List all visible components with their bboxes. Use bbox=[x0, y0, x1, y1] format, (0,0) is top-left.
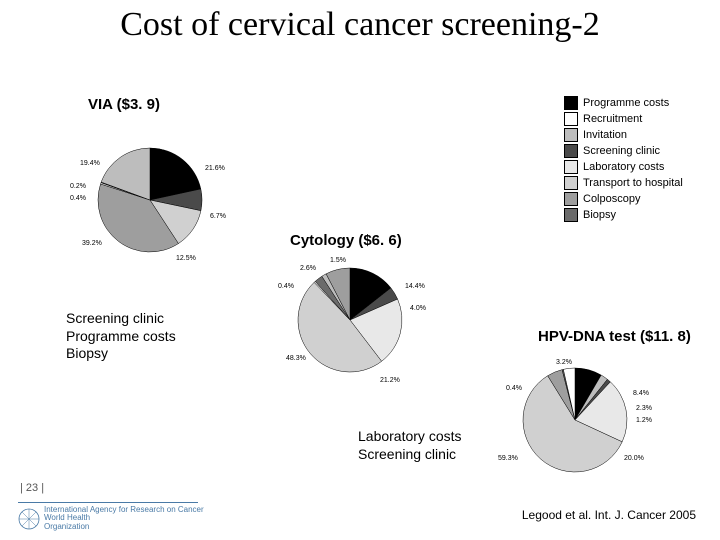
cytology-datalabel: 21.2% bbox=[380, 377, 400, 384]
cytology-datalabel: 1.5% bbox=[330, 257, 346, 264]
hpv-datalabel: 59.3% bbox=[498, 455, 518, 462]
via-datalabel: 6.7% bbox=[210, 213, 226, 220]
cytology-datalabel: 48.3% bbox=[286, 355, 306, 362]
who-icon bbox=[18, 508, 40, 530]
cytology-datalabel: 4.0% bbox=[410, 305, 426, 312]
slide: Cost of cervical cancer screening-2 Prog… bbox=[0, 0, 720, 540]
cytology-datalabel: 0.4% bbox=[278, 283, 294, 290]
page-number: | 23 | bbox=[20, 482, 44, 494]
via-datalabel: 39.2% bbox=[82, 240, 102, 247]
logo-line2: World Health Organization bbox=[44, 513, 90, 531]
via-datalabel: 0.2% bbox=[70, 183, 86, 190]
hpv-datalabel: 0.4% bbox=[506, 385, 522, 392]
via-datalabel: 21.6% bbox=[205, 165, 225, 172]
cytology-datalabel: 2.6% bbox=[300, 265, 316, 272]
hpv-datalabel: 8.4% bbox=[633, 390, 649, 397]
via-datalabel: 12.5% bbox=[176, 255, 196, 262]
via-datalabel: 0.4% bbox=[70, 195, 86, 202]
logo-line1: International Agency for Research on Can… bbox=[44, 505, 204, 514]
hpv-datalabel: 2.3% bbox=[636, 405, 652, 412]
cytology-datalabel: 14.4% bbox=[405, 283, 425, 290]
hpv-datalabel: 3.2% bbox=[556, 359, 572, 366]
citation: Legood et al. Int. J. Cancer 2005 bbox=[522, 508, 696, 522]
via-datalabel: 19.4% bbox=[80, 160, 100, 167]
chart-layer: 21.6% 6.7% 12.5% 39.2% 0.4% 0.2% 19.4% 14.4% 4.0… bbox=[0, 0, 720, 540]
hpv-datalabel: 20.0% bbox=[624, 455, 644, 462]
logo-block: International Agency for Research on Can… bbox=[18, 506, 204, 532]
hpv-datalabel: 1.2% bbox=[636, 417, 652, 424]
